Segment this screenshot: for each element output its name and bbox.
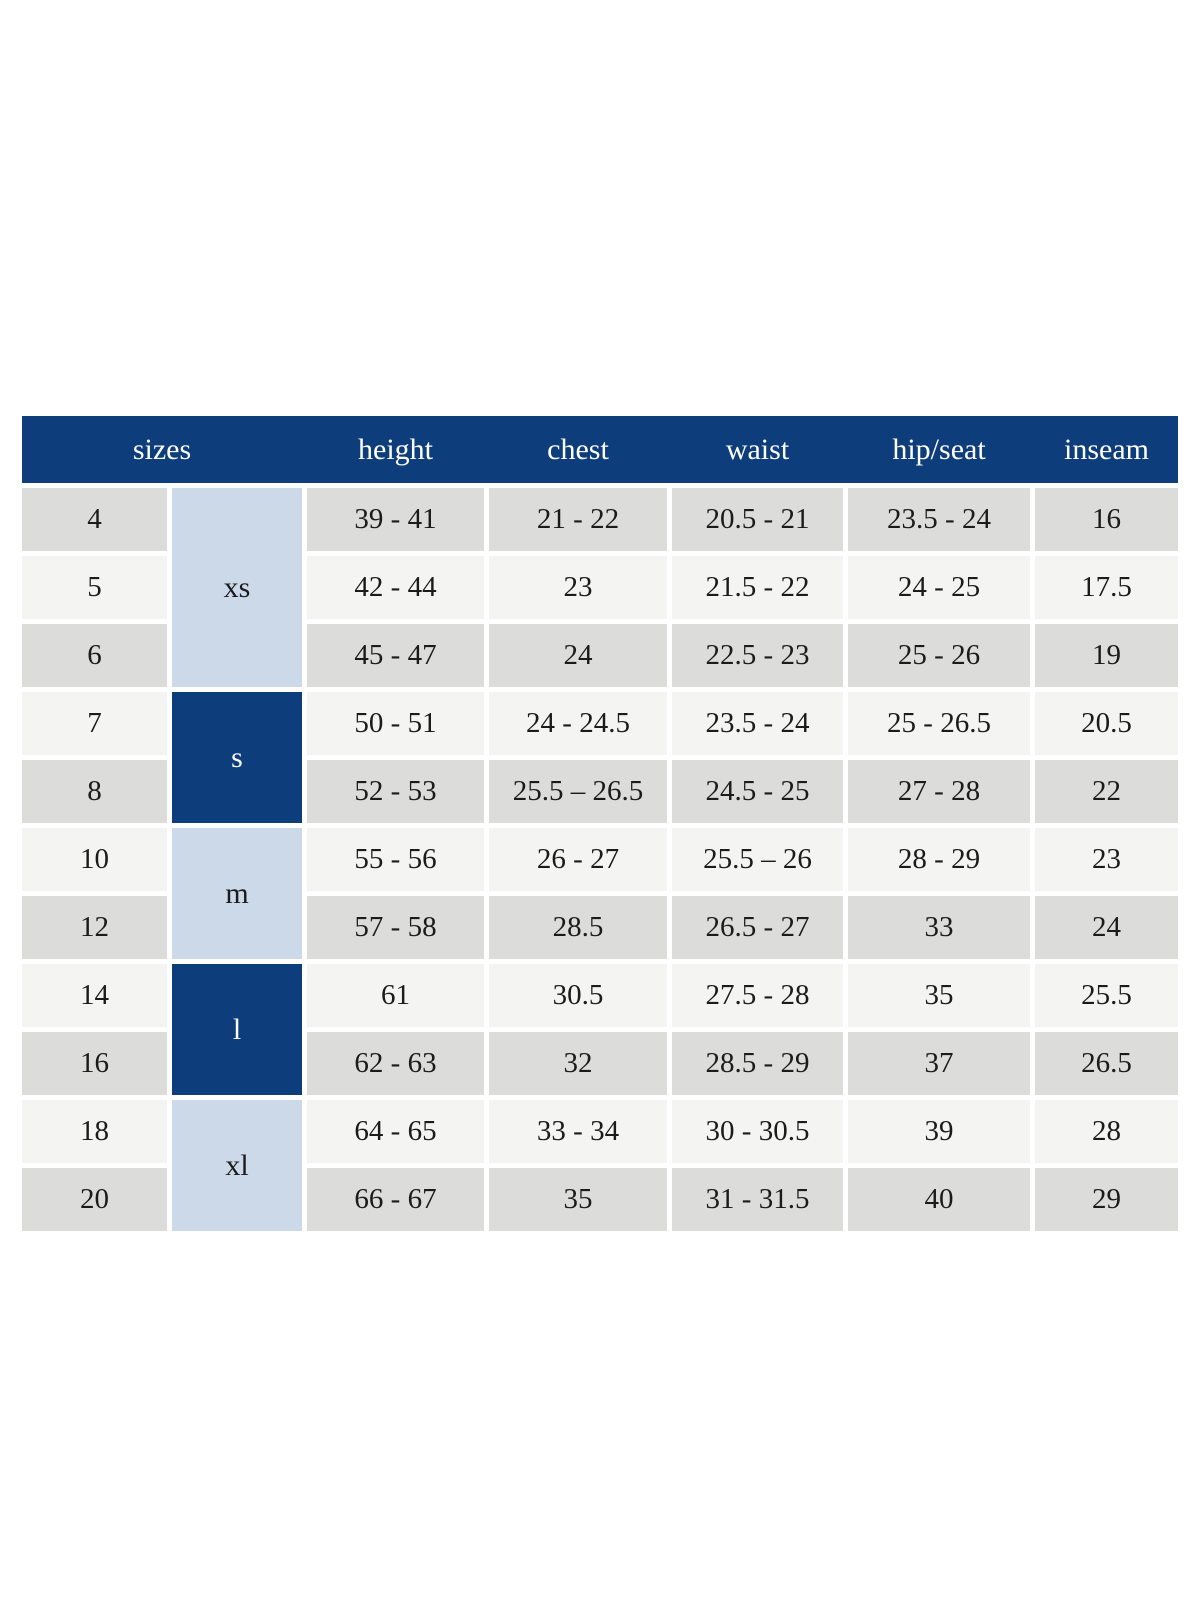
- cell-chest: 25.5 – 26.5: [489, 760, 667, 823]
- cell-hip-seat: 40: [848, 1168, 1030, 1231]
- cell-size: 8: [22, 760, 167, 823]
- cell-size: 20: [22, 1168, 167, 1231]
- cell-inseam: 20.5: [1035, 692, 1178, 755]
- cell-inseam: 29: [1035, 1168, 1178, 1231]
- cell-waist: 24.5 - 25: [672, 760, 843, 823]
- cell-waist: 21.5 - 22: [672, 556, 843, 619]
- cell-inseam: 22: [1035, 760, 1178, 823]
- cell-chest: 32: [489, 1032, 667, 1095]
- cell-inseam: 16: [1035, 488, 1178, 551]
- cell-size: 12: [22, 896, 167, 959]
- cell-inseam: 17.5: [1035, 556, 1178, 619]
- cell-height: 39 - 41: [307, 488, 484, 551]
- cell-hip-seat: 28 - 29: [848, 828, 1030, 891]
- cell-hip-seat: 35: [848, 964, 1030, 1027]
- size-group-cell-s: s: [172, 692, 302, 823]
- cell-height: 57 - 58: [307, 896, 484, 959]
- header-inseam: inseam: [1064, 432, 1149, 466]
- cell-waist: 25.5 – 26: [672, 828, 843, 891]
- cell-height: 52 - 53: [307, 760, 484, 823]
- header-sizes: sizes: [132, 432, 192, 466]
- header-hip-seat: hip/seat: [892, 432, 986, 466]
- cell-size: 18: [22, 1100, 167, 1163]
- table-header-row: sizes height chest waist hip/seat inseam: [22, 416, 1178, 483]
- cell-inseam: 28: [1035, 1100, 1178, 1163]
- cell-inseam: 25.5: [1035, 964, 1178, 1027]
- cell-hip-seat: 23.5 - 24: [848, 488, 1030, 551]
- cell-height: 61: [307, 964, 484, 1027]
- cell-hip-seat: 25 - 26.5: [848, 692, 1030, 755]
- cell-height: 50 - 51: [307, 692, 484, 755]
- cell-hip-seat: 24 - 25: [848, 556, 1030, 619]
- cell-waist: 31 - 31.5: [672, 1168, 843, 1231]
- cell-hip-seat: 33: [848, 896, 1030, 959]
- cell-waist: 23.5 - 24: [672, 692, 843, 755]
- cell-waist: 28.5 - 29: [672, 1032, 843, 1095]
- cell-chest: 26 - 27: [489, 828, 667, 891]
- size-chart-table: sizes height chest waist hip/seat inseam…: [22, 416, 1178, 1231]
- cell-height: 45 - 47: [307, 624, 484, 687]
- cell-waist: 22.5 - 23: [672, 624, 843, 687]
- cell-height: 66 - 67: [307, 1168, 484, 1231]
- cell-size: 10: [22, 828, 167, 891]
- cell-chest: 35: [489, 1168, 667, 1231]
- cell-inseam: 24: [1035, 896, 1178, 959]
- header-chest: chest: [547, 432, 609, 466]
- cell-waist: 27.5 - 28: [672, 964, 843, 1027]
- size-group-cell-l: l: [172, 964, 302, 1095]
- cell-hip-seat: 39: [848, 1100, 1030, 1163]
- cell-size: 7: [22, 692, 167, 755]
- cell-chest: 28.5: [489, 896, 667, 959]
- cell-waist: 26.5 - 27: [672, 896, 843, 959]
- cell-inseam: 26.5: [1035, 1032, 1178, 1095]
- cell-waist: 20.5 - 21: [672, 488, 843, 551]
- cell-size: 4: [22, 488, 167, 551]
- cell-chest: 21 - 22: [489, 488, 667, 551]
- cell-size: 16: [22, 1032, 167, 1095]
- cell-chest: 23: [489, 556, 667, 619]
- table-body: 4 39 - 41 21 - 22 20.5 - 21 23.5 - 24 16 5 42 -…: [22, 488, 1178, 1231]
- cell-hip-seat: 25 - 26: [848, 624, 1030, 687]
- cell-height: 42 - 44: [307, 556, 484, 619]
- cell-chest: 33 - 34: [489, 1100, 667, 1163]
- header-height: height: [358, 432, 433, 466]
- cell-height: 62 - 63: [307, 1032, 484, 1095]
- cell-height: 64 - 65: [307, 1100, 484, 1163]
- size-group-cell-xs: xs: [172, 488, 302, 687]
- cell-inseam: 19: [1035, 624, 1178, 687]
- cell-size: 5: [22, 556, 167, 619]
- cell-height: 55 - 56: [307, 828, 484, 891]
- cell-hip-seat: 27 - 28: [848, 760, 1030, 823]
- cell-chest: 24: [489, 624, 667, 687]
- cell-waist: 30 - 30.5: [672, 1100, 843, 1163]
- cell-inseam: 23: [1035, 828, 1178, 891]
- cell-hip-seat: 37: [848, 1032, 1030, 1095]
- cell-size: 14: [22, 964, 167, 1027]
- cell-chest: 24 - 24.5: [489, 692, 667, 755]
- cell-size: 6: [22, 624, 167, 687]
- cell-chest: 30.5: [489, 964, 667, 1027]
- header-waist: waist: [725, 432, 790, 466]
- size-group-cell-xl: xl: [172, 1100, 302, 1231]
- size-group-cell-m: m: [172, 828, 302, 959]
